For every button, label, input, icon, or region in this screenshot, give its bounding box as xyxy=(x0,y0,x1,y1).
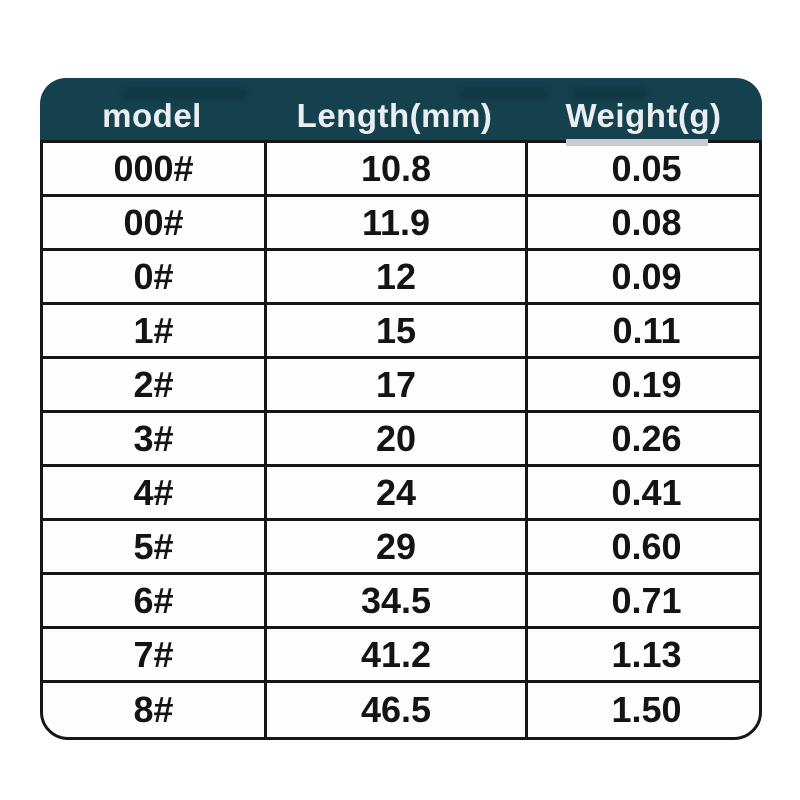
table-cell-weight: 0.41 xyxy=(528,467,759,521)
table-cell-weight: 0.05 xyxy=(528,143,759,197)
table-cell-model: 7# xyxy=(43,629,267,683)
table-cell-weight: 1.13 xyxy=(528,629,759,683)
table-cell-length: 17 xyxy=(267,359,528,413)
table-cell-weight: 0.26 xyxy=(528,413,759,467)
table-cell-model: 1# xyxy=(43,305,267,359)
table-cell-model: 8# xyxy=(43,683,267,737)
table-cell-weight: 0.09 xyxy=(528,251,759,305)
table-cell-length: 41.2 xyxy=(267,629,528,683)
grey-strip-decoration xyxy=(566,139,708,146)
table-cell-model: 4# xyxy=(43,467,267,521)
table-cell-length: 15 xyxy=(267,305,528,359)
table-cell-length: 24 xyxy=(267,467,528,521)
table-header: model Length(mm) Weight(g) xyxy=(40,78,762,140)
table-cell-model: 2# xyxy=(43,359,267,413)
table-cell-length: 10.8 xyxy=(267,143,528,197)
ghost-text-smudge xyxy=(460,88,548,100)
table-cell-length: 29 xyxy=(267,521,528,575)
column-header-weight: Weight(g) xyxy=(565,97,722,134)
ghost-text-smudge xyxy=(573,87,647,99)
table-cell-model: 000# xyxy=(43,143,267,197)
table-cell-weight: 0.11 xyxy=(528,305,759,359)
table-cell-length: 34.5 xyxy=(267,575,528,629)
table-cell-length: 20 xyxy=(267,413,528,467)
ghost-text-smudge xyxy=(122,88,247,100)
table-cell-model: 5# xyxy=(43,521,267,575)
column-header-model: model xyxy=(102,97,202,134)
table-cell-length: 11.9 xyxy=(267,197,528,251)
table-cell-model: 3# xyxy=(43,413,267,467)
table-cell-model: 00# xyxy=(43,197,267,251)
table-cell-weight: 0.60 xyxy=(528,521,759,575)
table-body: 000# 10.8 0.05 00# 11.9 0.08 0# 12 0.09 … xyxy=(40,140,762,740)
table-cell-model: 6# xyxy=(43,575,267,629)
table-cell-weight: 1.50 xyxy=(611,689,682,730)
table-cell-length: 12 xyxy=(267,251,528,305)
table-cell-length: 46.5 xyxy=(267,683,528,737)
table-cell-weight: 0.08 xyxy=(528,197,759,251)
table-cell-weight: 0.19 xyxy=(528,359,759,413)
table-cell-model: 0# xyxy=(43,251,267,305)
column-header-length: Length(mm) xyxy=(296,97,493,134)
spec-table: model Length(mm) Weight(g) 000# 10.8 0.0… xyxy=(40,78,762,740)
table-cell-weight: 0.71 xyxy=(528,575,759,629)
